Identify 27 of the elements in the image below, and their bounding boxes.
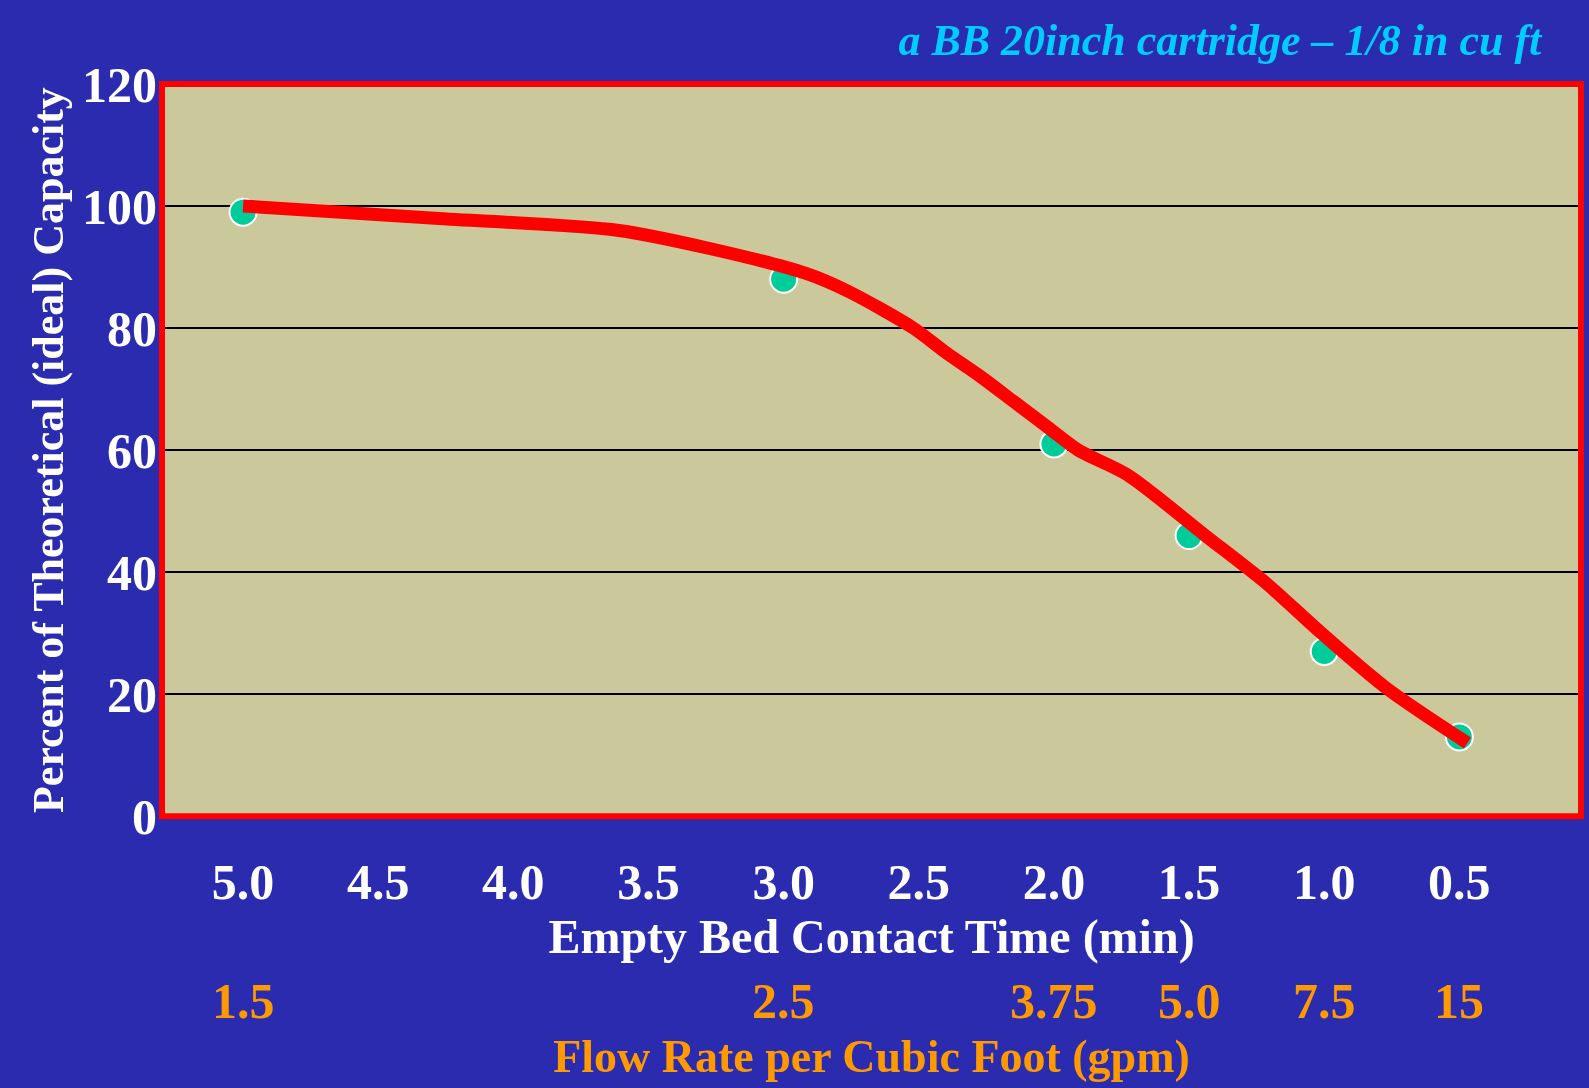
x-tick-label: 4.0 bbox=[482, 854, 545, 911]
x-tick-label: 1.5 bbox=[1157, 854, 1221, 911]
x-tick-label: 1.0 bbox=[1292, 854, 1356, 911]
x2-axis-title: Flow Rate per Cubic Foot (gpm) bbox=[553, 1031, 1190, 1083]
y-tick-label: 40 bbox=[107, 544, 157, 601]
text: 2.5 bbox=[752, 973, 815, 1029]
y-tick-label: 60 bbox=[107, 422, 157, 479]
text: 7.5 bbox=[1293, 973, 1356, 1029]
y-tick-label: 80 bbox=[107, 300, 157, 357]
y-tick-label: 0 bbox=[132, 788, 157, 845]
x-axis-title: Empty Bed Contact Time (min) bbox=[548, 910, 1195, 965]
text: 3.75 bbox=[1010, 973, 1098, 1029]
text: 15 bbox=[1434, 973, 1484, 1029]
x-tick-label: 2.5 bbox=[887, 854, 951, 911]
y-tick-label: 100 bbox=[82, 178, 157, 235]
x-tick-label: 2.0 bbox=[1022, 854, 1086, 911]
x-tick-label: 5.0 bbox=[211, 854, 275, 911]
x-tick-label: 3.0 bbox=[752, 854, 815, 911]
y-tick-label: 120 bbox=[82, 56, 157, 113]
y-axis-title: Percent of Theoretical (ideal) Capacity bbox=[24, 87, 74, 814]
y-tick-label: 20 bbox=[107, 666, 157, 723]
x-tick-label: 3.5 bbox=[617, 854, 680, 911]
x-tick-label: 4.5 bbox=[346, 854, 410, 911]
x-tick-label: 0.5 bbox=[1428, 854, 1491, 911]
text: 1.5 bbox=[212, 973, 275, 1029]
chart-title: a BB 20inch cartridge – 1/8 in cu ft bbox=[898, 16, 1544, 66]
text: 5.0 bbox=[1158, 973, 1221, 1029]
